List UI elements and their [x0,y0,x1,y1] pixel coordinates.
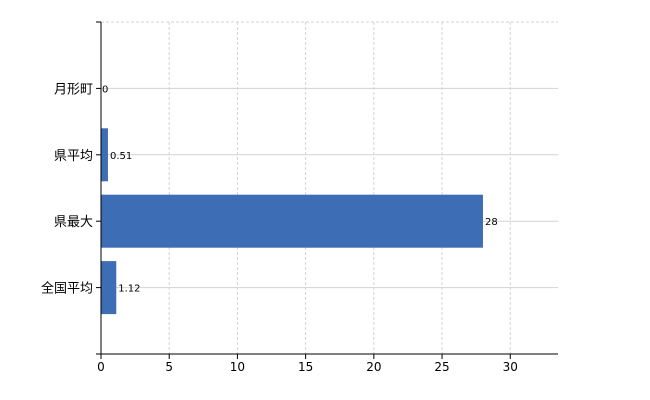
category-label: 県最大 [54,215,93,230]
data-label: 0 [102,84,108,95]
data-label: 0.51 [110,151,132,162]
category-label: 県平均 [54,149,93,164]
category-label: 全国平均 [41,281,93,297]
bar [101,261,117,315]
x-tick-label: 10 [230,360,245,374]
x-tick-label: 20 [366,360,381,374]
x-tick-label: 25 [434,360,449,374]
x-tick-label: 30 [503,360,518,374]
x-tick-label: 15 [298,360,313,374]
data-label: 28 [485,217,498,228]
bar [101,194,483,248]
x-tick-label: 0 [97,360,105,374]
data-label: 1.12 [118,284,140,295]
category-label: 月形町 [54,82,93,97]
x-tick-label: 5 [165,360,173,374]
bar [101,128,108,182]
